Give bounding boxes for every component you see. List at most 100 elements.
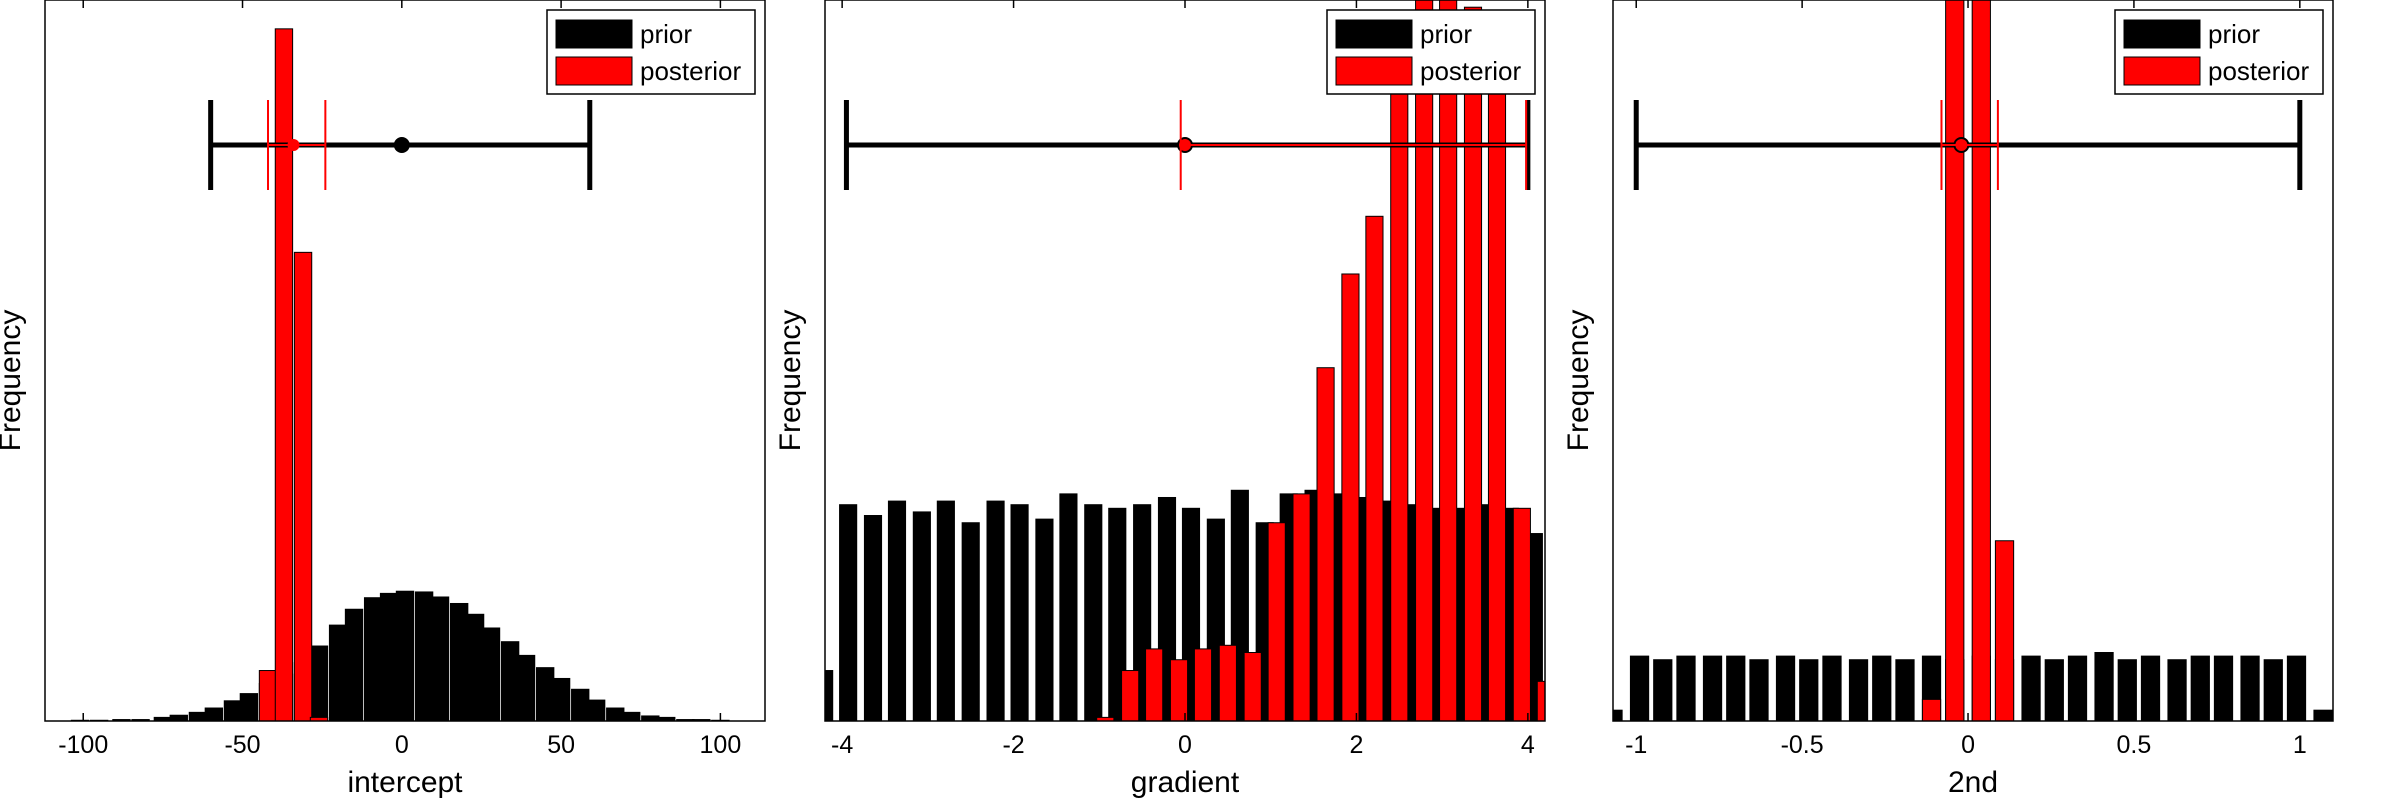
posterior-interval bbox=[1179, 100, 1528, 190]
legend-swatch-posterior bbox=[2123, 56, 2201, 86]
prior-bar bbox=[1653, 659, 1673, 721]
x-tick-label: 100 bbox=[700, 731, 742, 759]
posterior-interval bbox=[1940, 100, 1999, 190]
prior-bar bbox=[1872, 655, 1892, 721]
prior-bar bbox=[2313, 709, 2333, 721]
x-tick-label: -50 bbox=[224, 731, 260, 759]
posterior-bar bbox=[1536, 680, 1545, 721]
prior-bar bbox=[363, 597, 383, 721]
legend-swatch-prior bbox=[555, 19, 633, 49]
posterior-bar bbox=[309, 716, 329, 721]
prior-bar bbox=[2167, 659, 2187, 721]
prior-bar bbox=[481, 627, 501, 721]
x-tick-label: 0 bbox=[1178, 731, 1192, 759]
prior-bar bbox=[2190, 655, 2210, 721]
prior-bar bbox=[465, 613, 485, 721]
prior-bar bbox=[2067, 655, 2088, 721]
x-tick-label: -100 bbox=[58, 731, 108, 759]
posterior-bar bbox=[1316, 367, 1335, 721]
prior-bar bbox=[1749, 659, 1769, 721]
x-tick-label: 2 bbox=[1349, 731, 1363, 759]
legend-label-posterior: posterior bbox=[2208, 56, 2309, 86]
x-axis-label: 2nd bbox=[1948, 766, 1998, 799]
posterior-bar bbox=[1292, 493, 1311, 721]
chart-panel-gradient: -4 -2 0 2 4 gradient Frequency prior posterior bbox=[774, 0, 1546, 799]
legend-label-prior: prior bbox=[1420, 19, 1472, 49]
chart-panel-intercept: -100 -50 0 50 100 intercept Frequency prior post… bbox=[0, 0, 766, 799]
legend: prior posterior bbox=[2114, 9, 2324, 95]
posterior-bar bbox=[1971, 0, 1991, 721]
posterior-bar bbox=[1145, 648, 1164, 721]
legend-swatch-prior bbox=[2123, 19, 2201, 49]
prior-bar bbox=[641, 715, 660, 721]
prior-bar bbox=[936, 500, 955, 721]
series-posterior bbox=[1921, 0, 2015, 721]
prior-bar bbox=[2140, 655, 2161, 721]
x-tick-label: 1 bbox=[2293, 731, 2307, 759]
prior-bar bbox=[449, 602, 469, 721]
x-tick-label: -0.5 bbox=[1781, 731, 1824, 759]
legend: prior posterior bbox=[1326, 9, 1536, 95]
x-axis-label: gradient bbox=[1131, 766, 1240, 799]
legend-swatch-prior bbox=[1335, 19, 1413, 49]
prior-bar bbox=[622, 711, 641, 721]
prior-bar bbox=[1676, 655, 1696, 721]
posterior-bar bbox=[1267, 522, 1286, 721]
prior-bar bbox=[2240, 655, 2260, 721]
prior-bar bbox=[1108, 507, 1127, 721]
prior-bar bbox=[430, 596, 450, 721]
prior-bar bbox=[2044, 659, 2064, 721]
x-tick-label: 50 bbox=[547, 731, 575, 759]
prior-bar bbox=[1059, 493, 1078, 721]
posterior-interval-center bbox=[287, 139, 300, 151]
x-tick-label: 4 bbox=[1521, 731, 1535, 759]
prior-bar bbox=[571, 688, 590, 721]
posterior-interval bbox=[267, 100, 327, 190]
x-tick-label: 0 bbox=[395, 731, 409, 759]
plot-area bbox=[70, 28, 730, 721]
legend-label-posterior: posterior bbox=[1420, 56, 1521, 86]
series-prior bbox=[1613, 652, 2333, 721]
prior-bar bbox=[223, 700, 243, 721]
posterior-bar bbox=[1243, 652, 1262, 721]
prior-bar bbox=[379, 592, 399, 721]
posterior-bar bbox=[1096, 716, 1115, 721]
prior-bar bbox=[586, 699, 606, 721]
posterior-bar bbox=[1463, 6, 1483, 721]
prior-bar bbox=[986, 500, 1005, 721]
x-tick-label: 0.5 bbox=[2117, 731, 2152, 759]
posterior-bar bbox=[293, 251, 313, 721]
plot-area bbox=[825, 0, 1545, 721]
posterior-bar bbox=[1169, 659, 1189, 721]
chart-panel-2nd: -1 -0.5 0 0.5 1 2nd Frequency prior posterior bbox=[1562, 0, 2334, 799]
posterior-bar bbox=[1365, 215, 1384, 721]
prior-bar bbox=[1702, 655, 1723, 721]
legend-label-posterior: posterior bbox=[640, 56, 741, 86]
prior-bar bbox=[536, 667, 555, 721]
axes-box bbox=[1612, 0, 2334, 722]
prior-bar bbox=[516, 654, 536, 721]
prior-bar bbox=[1629, 655, 1650, 721]
prior-bar bbox=[551, 677, 571, 721]
posterior-bar bbox=[1415, 0, 1434, 721]
prior-bar bbox=[1799, 659, 1819, 721]
prior-bar bbox=[887, 500, 907, 721]
prior-bar bbox=[606, 707, 625, 721]
prior-bar bbox=[414, 591, 434, 721]
legend-swatch-posterior bbox=[555, 56, 633, 86]
x-tick-label: -4 bbox=[831, 731, 853, 759]
posterior-bar bbox=[1193, 648, 1213, 721]
prior-bar bbox=[2213, 655, 2234, 721]
prior-bar bbox=[1822, 655, 1842, 721]
axes-box bbox=[44, 0, 766, 722]
posterior-interval-center bbox=[1179, 139, 1191, 151]
prior-bar bbox=[204, 707, 224, 721]
plot-area bbox=[1613, 0, 2333, 721]
posterior-bar bbox=[1945, 0, 1965, 721]
prior-bar bbox=[961, 522, 980, 721]
posterior-bar bbox=[258, 670, 278, 721]
prior-bar bbox=[1726, 655, 1746, 721]
posterior-interval-center bbox=[1955, 139, 1968, 151]
posterior-bar bbox=[1994, 540, 2015, 721]
